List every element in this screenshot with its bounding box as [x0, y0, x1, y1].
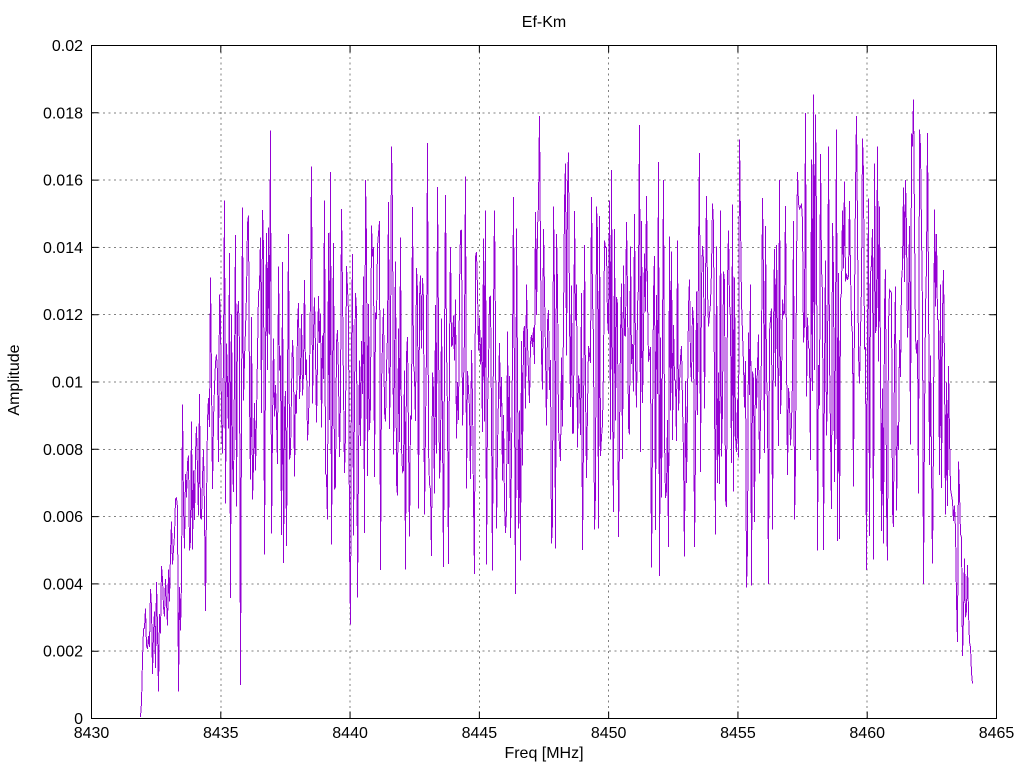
svg-text:8465: 8465 — [979, 725, 1015, 742]
svg-text:8450: 8450 — [591, 725, 627, 742]
svg-text:Ef-Km: Ef-Km — [522, 14, 566, 31]
svg-text:0.004: 0.004 — [43, 576, 83, 593]
svg-text:0.02: 0.02 — [52, 38, 83, 55]
svg-text:8440: 8440 — [332, 725, 368, 742]
svg-text:Amplitude: Amplitude — [6, 344, 23, 415]
svg-text:0.018: 0.018 — [43, 105, 83, 122]
svg-text:0: 0 — [74, 711, 83, 728]
svg-text:8430: 8430 — [74, 725, 110, 742]
svg-text:0.008: 0.008 — [43, 442, 83, 459]
svg-text:0.006: 0.006 — [43, 509, 83, 526]
svg-text:0.01: 0.01 — [52, 375, 83, 392]
svg-text:8455: 8455 — [720, 725, 756, 742]
svg-text:0.014: 0.014 — [43, 240, 83, 257]
svg-text:8435: 8435 — [203, 725, 239, 742]
svg-text:0.016: 0.016 — [43, 173, 83, 190]
svg-text:8460: 8460 — [849, 725, 885, 742]
svg-text:Freq [MHz]: Freq [MHz] — [504, 745, 583, 762]
svg-text:8445: 8445 — [462, 725, 498, 742]
svg-text:0.012: 0.012 — [43, 307, 83, 324]
svg-text:0.002: 0.002 — [43, 644, 83, 661]
